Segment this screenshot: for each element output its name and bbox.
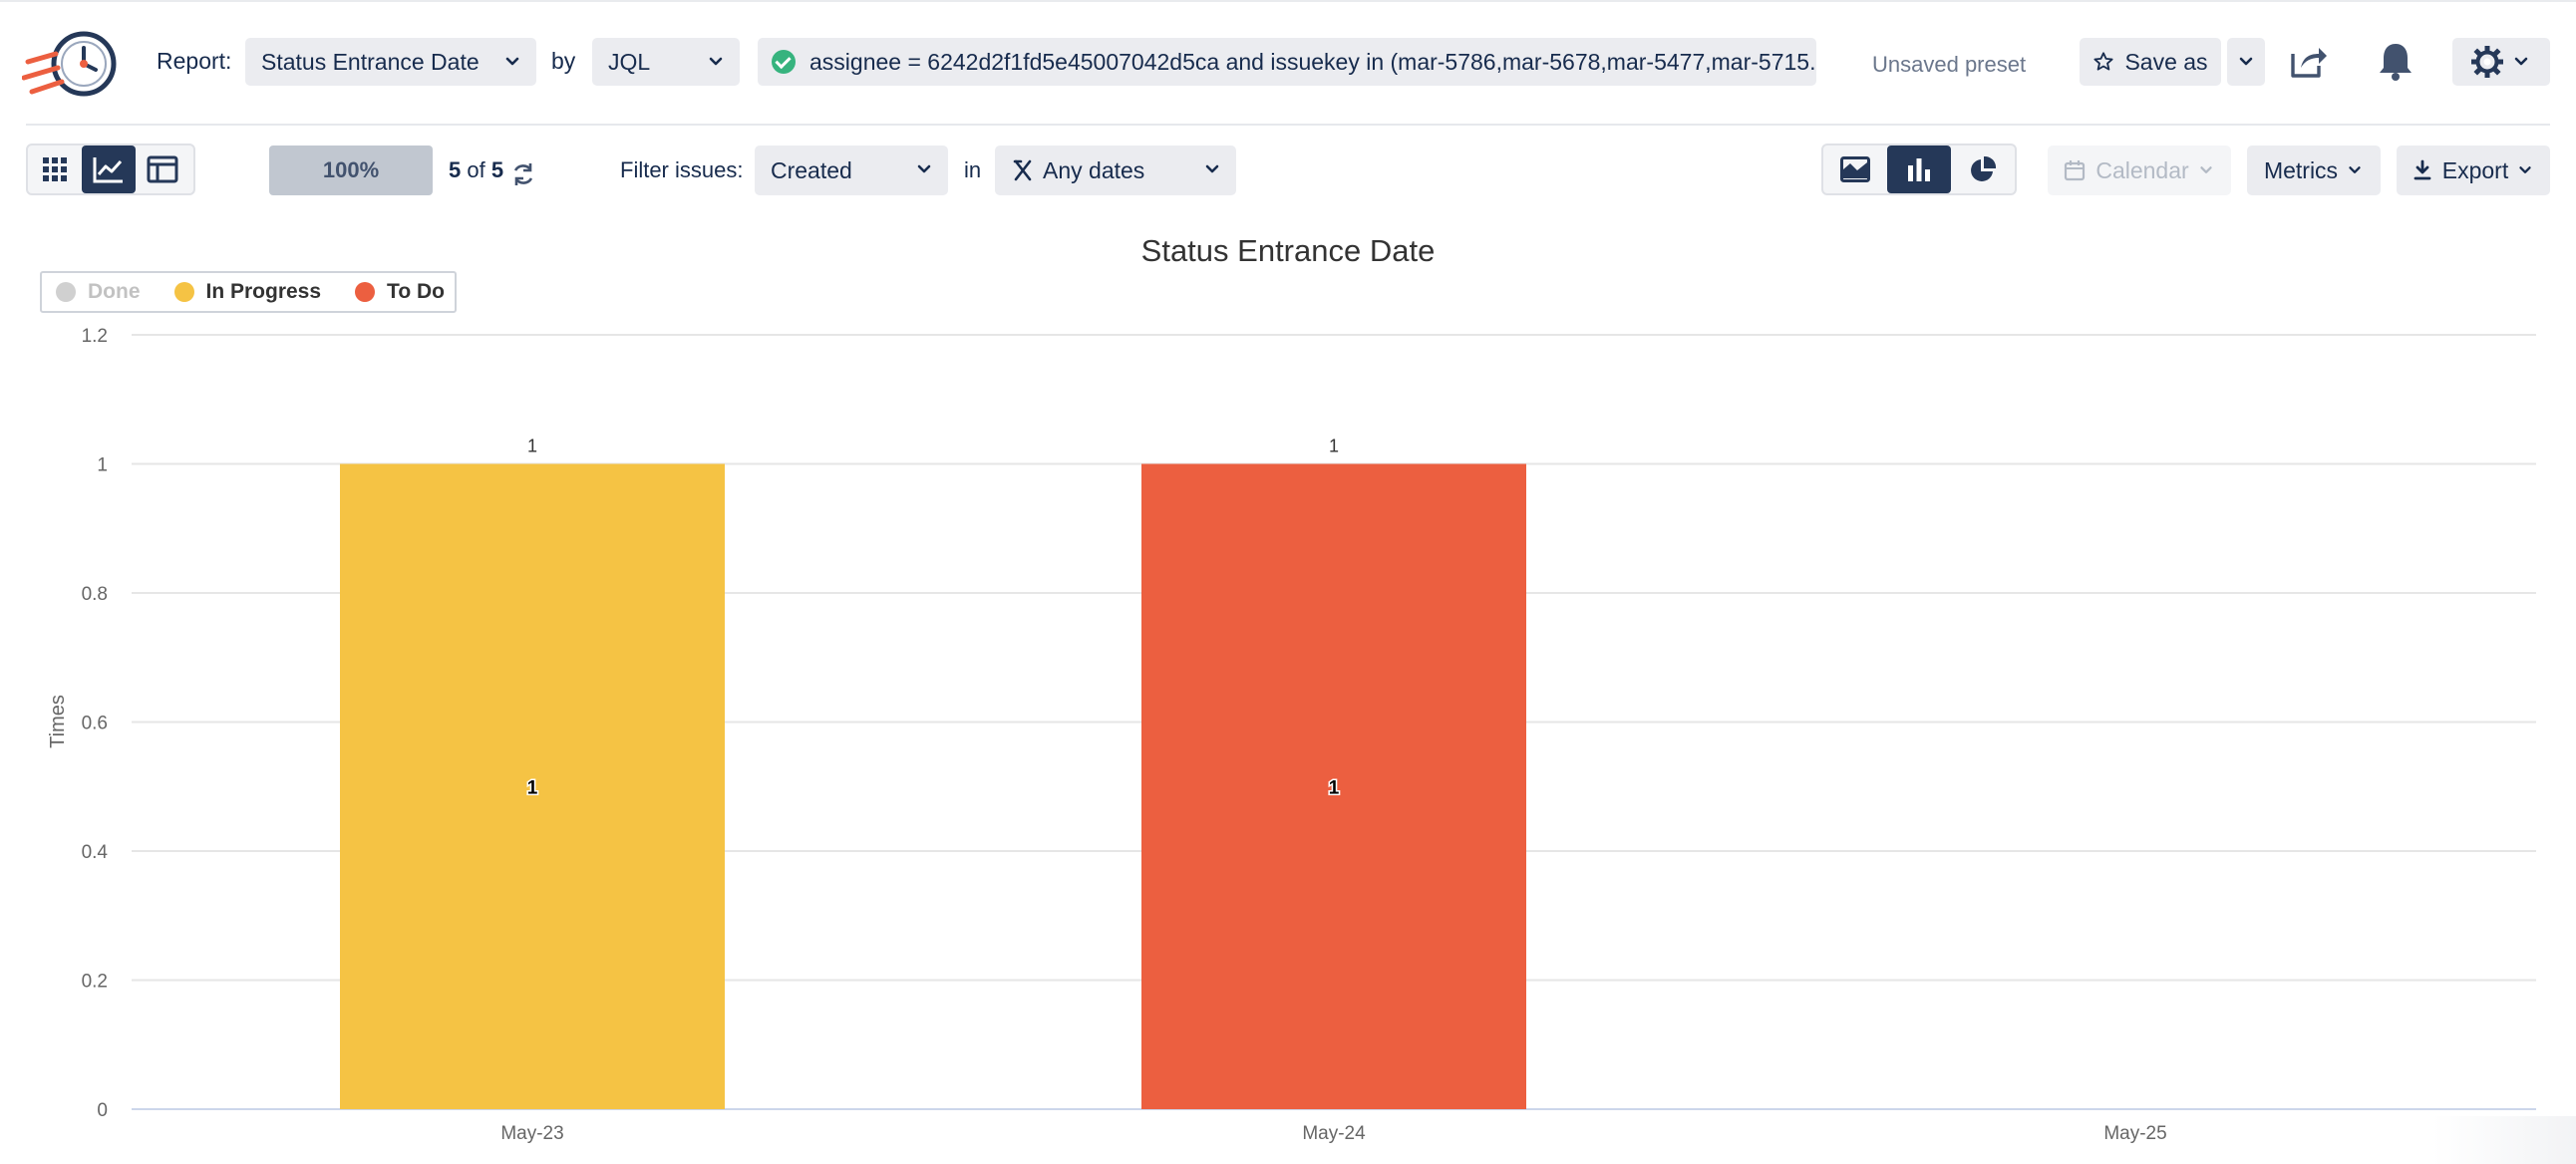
legend-label: To Do	[387, 280, 445, 303]
dates-select-value: Any dates	[1043, 156, 1145, 183]
grid-icon	[43, 157, 67, 181]
area-chart-button[interactable]	[1823, 146, 1887, 193]
bar-data-label: 1	[1329, 777, 1340, 798]
chevron-down-icon	[2519, 166, 2531, 173]
filter-select-value: Created	[771, 156, 852, 183]
chart-legend: Done In Progress To Do	[40, 271, 457, 313]
chevron-down-icon	[2239, 57, 2253, 66]
pie-chart-icon	[1971, 155, 1997, 181]
star-icon	[2093, 52, 2113, 71]
report-select-value: Status Entrance Date	[261, 48, 480, 75]
chevron-down-icon	[505, 57, 519, 66]
legend-dot	[56, 282, 76, 302]
x-tick-label: May-24	[1302, 1123, 1366, 1144]
progress-bar: 100%	[269, 146, 433, 195]
chart-type-switcher[interactable]	[1821, 144, 2017, 195]
x-tick-label: May-23	[500, 1123, 563, 1144]
filter-icon	[1013, 159, 1032, 181]
chart-title: Status Entrance Date	[1141, 233, 1436, 268]
y-axis-title: Times	[47, 695, 69, 748]
header-divider	[26, 124, 2550, 126]
gear-icon	[2471, 46, 2503, 78]
logo-clock-icon	[22, 31, 117, 97]
download-icon	[2414, 159, 2431, 180]
y-tick-label: 0	[97, 1100, 108, 1121]
in-label: in	[964, 157, 982, 182]
bar-chart: 00.20.40.60.811.2May-2311May-2411May-25 …	[47, 233, 2536, 1144]
check-icon	[772, 50, 796, 74]
filter-label: Filter issues:	[620, 157, 744, 182]
count-total: 5	[490, 157, 504, 182]
bar-total-label: 1	[1329, 436, 1339, 456]
y-tick-label: 0.4	[82, 842, 109, 863]
chevron-down-icon	[917, 164, 931, 173]
legend-dot	[173, 282, 194, 302]
grid-view-button[interactable]	[28, 146, 82, 193]
calendar-label: Calendar	[2095, 156, 2189, 183]
export-label: Export	[2441, 156, 2509, 183]
metrics-button[interactable]: Metrics	[2247, 146, 2381, 195]
by-select-value: JQL	[608, 48, 651, 75]
calendar-button[interactable]: Calendar	[2048, 146, 2231, 195]
bar-chart-icon	[1908, 158, 1930, 181]
export-button[interactable]: Export	[2397, 146, 2550, 195]
y-tick-label: 0.6	[82, 714, 108, 734]
preset-status: Unsaved preset	[1872, 52, 2027, 77]
chevron-down-icon	[2514, 57, 2528, 66]
share-icon[interactable]	[2289, 42, 2329, 80]
legend-item-in-progress[interactable]: In Progress	[173, 280, 322, 304]
y-tick-label: 1	[97, 455, 108, 476]
chevron-down-icon	[2200, 166, 2212, 173]
legend-label: Done	[88, 280, 141, 303]
line-chart-icon	[93, 157, 123, 183]
jql-query-field[interactable]: assignee = 6242d2f1fd5e45007042d5ca and …	[758, 38, 1816, 86]
area-chart-icon	[1840, 156, 1870, 182]
legend-label: In Progress	[205, 280, 322, 303]
x-tick-label: May-25	[2103, 1123, 2166, 1144]
by-label: by	[551, 48, 576, 74]
issue-count: 5 of 5	[449, 157, 503, 183]
dates-select[interactable]: Any dates	[995, 146, 1236, 195]
refresh-icon[interactable]	[510, 161, 536, 187]
settings-button[interactable]	[2452, 38, 2550, 86]
metrics-label: Metrics	[2263, 156, 2339, 183]
jql-query-text: assignee = 6242d2f1fd5e45007042d5ca and …	[809, 48, 1816, 75]
legend-item-to-do[interactable]: To Do	[355, 280, 445, 304]
legend-dot	[355, 282, 376, 302]
pie-chart-button[interactable]	[1951, 146, 2015, 193]
table-view-button[interactable]	[136, 146, 189, 193]
scroll-fade	[2432, 1116, 2576, 1164]
bar-total-label: 1	[527, 436, 537, 456]
bar	[1141, 463, 1526, 1109]
chevron-down-icon	[709, 57, 723, 66]
report-label: Report:	[157, 48, 232, 74]
legend-item-done[interactable]: Done	[56, 280, 141, 304]
save-as-label: Save as	[2124, 48, 2208, 75]
count-of: of	[467, 157, 485, 182]
y-tick-label: 0.8	[82, 584, 108, 605]
bar	[340, 463, 725, 1109]
progress-value: 100%	[322, 157, 380, 182]
bell-icon[interactable]	[2377, 40, 2415, 82]
table-icon	[147, 155, 178, 183]
view-switcher[interactable]	[26, 144, 195, 195]
filter-select[interactable]: Created	[755, 146, 948, 195]
chevron-down-icon	[1205, 164, 1219, 173]
calendar-icon	[2065, 160, 2086, 181]
save-as-button[interactable]: Save as	[2080, 38, 2221, 86]
y-tick-label: 0.2	[82, 972, 108, 993]
chart-view-button[interactable]	[82, 146, 136, 193]
bar-chart-button[interactable]	[1887, 146, 1951, 193]
by-select[interactable]: JQL	[592, 38, 740, 86]
top-border	[0, 0, 2576, 2]
count-current: 5	[449, 157, 462, 182]
report-select[interactable]: Status Entrance Date	[245, 38, 536, 86]
chevron-down-icon	[2349, 166, 2361, 173]
y-tick-label: 1.2	[82, 326, 108, 347]
save-options-button[interactable]	[2227, 38, 2265, 86]
bar-data-label: 1	[527, 777, 538, 798]
